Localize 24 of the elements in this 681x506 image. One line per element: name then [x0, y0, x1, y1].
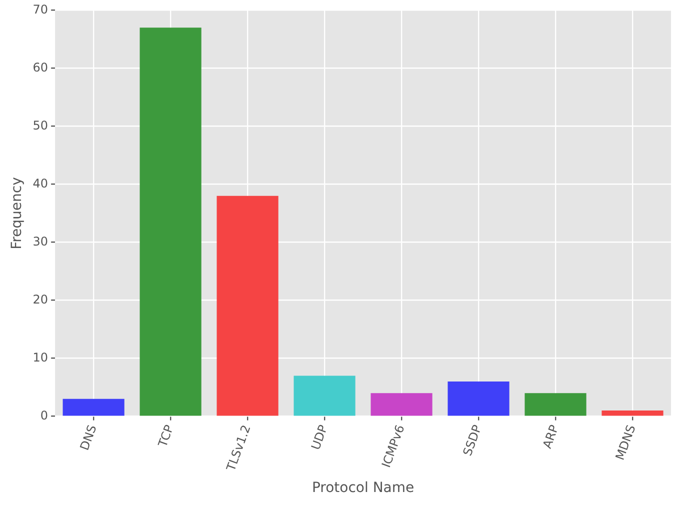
x-tick-label: TCP — [155, 423, 176, 450]
bar — [524, 393, 586, 416]
y-tick-label: 10 — [32, 350, 48, 364]
y-axis-title: Frequency — [9, 177, 26, 250]
bar — [62, 398, 124, 416]
bar — [294, 376, 356, 416]
bar — [140, 28, 202, 416]
x-tick-label: DNS — [77, 423, 100, 452]
bar — [370, 393, 432, 416]
x-tick-label: MDNS — [612, 423, 638, 462]
y-tick-label: 20 — [32, 292, 48, 306]
bar — [216, 196, 278, 416]
x-tick-label: UDP — [308, 423, 330, 452]
x-tick-label: SSDP — [460, 423, 484, 458]
y-tick-label: 60 — [32, 60, 48, 74]
bar — [602, 410, 664, 416]
y-tick-label: 30 — [32, 234, 48, 248]
x-axis-title: Protocol Name — [312, 480, 414, 496]
y-tick-label: 50 — [32, 118, 48, 132]
y-tick-label: 70 — [32, 2, 48, 16]
y-tick-label: 40 — [32, 176, 48, 190]
x-tick-label: ARP — [540, 423, 562, 450]
bar — [448, 382, 510, 416]
y-tick-label: 0 — [40, 408, 48, 422]
